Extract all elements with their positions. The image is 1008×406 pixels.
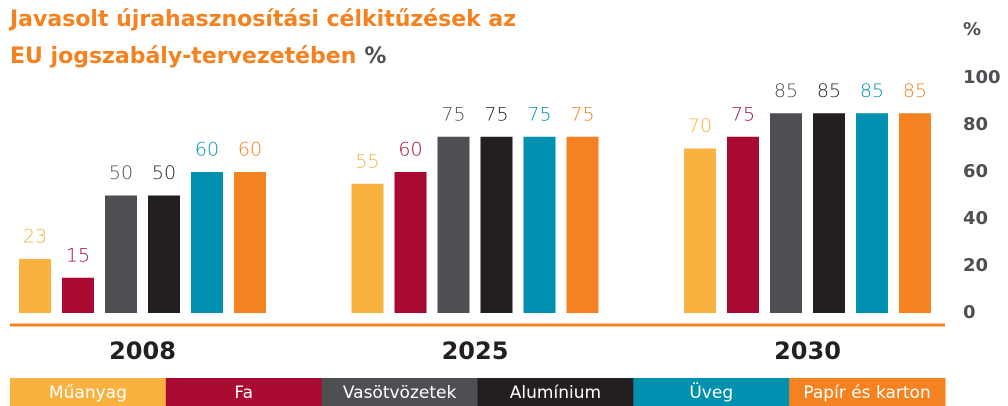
bar (62, 277, 94, 313)
bar (234, 172, 266, 313)
legend-label: Alumínium (510, 383, 601, 403)
value-label: 85 (903, 80, 927, 102)
legend-label: Papír és karton (803, 383, 930, 403)
legend-swatch (10, 378, 167, 406)
y-tick-label: 20 (963, 255, 988, 276)
bar (727, 136, 759, 313)
y-tick-label: 60 (963, 161, 988, 182)
y-tick-label: 80 (963, 114, 988, 135)
bar (148, 195, 180, 313)
value-label: 50 (152, 162, 176, 184)
legend-label: Műanyag (49, 383, 127, 403)
chart-title: EU jogszabály-tervezetében% (10, 44, 386, 69)
legend-swatch (789, 378, 946, 406)
x-tick-label: 2030 (774, 337, 841, 365)
bar (770, 113, 802, 313)
title-unit: % (364, 44, 386, 69)
legend-label: Fa (234, 383, 253, 403)
value-label: 75 (527, 103, 551, 125)
y-tick-label: 100 (963, 67, 1001, 88)
legend-label: Vasötvözetek (343, 383, 457, 403)
y-tick-label: 0 (963, 302, 976, 323)
x-tick-label: 2008 (109, 337, 176, 365)
value-label: 60 (238, 139, 262, 161)
y-axis-label: % (963, 19, 981, 40)
bar (191, 172, 223, 313)
bar (523, 136, 556, 313)
bar (813, 113, 845, 313)
value-label: 75 (570, 103, 594, 125)
chart-title: EU jogszabály-tervezetében (10, 44, 356, 69)
bar (19, 258, 51, 313)
x-tick-label: 2025 (442, 337, 509, 365)
bar (566, 136, 599, 313)
legend-swatch (477, 378, 634, 406)
value-label: 75 (731, 103, 755, 125)
value-label: 55 (355, 150, 379, 172)
value-label: 75 (484, 103, 508, 125)
bar (437, 136, 470, 313)
value-label: 15 (66, 244, 90, 266)
value-label: 50 (109, 162, 133, 184)
value-label: 60 (195, 139, 219, 161)
legend-swatch (633, 378, 790, 406)
bar (684, 148, 716, 313)
value-label: 85 (774, 80, 798, 102)
bar (899, 113, 931, 313)
legend-swatch (165, 378, 323, 406)
bar (480, 136, 513, 313)
chart-title: Javasolt újrahasznosítási célkitűzések a… (8, 7, 516, 32)
value-label: 85 (817, 80, 841, 102)
bar (856, 113, 888, 313)
y-tick-label: 40 (963, 208, 988, 229)
bar (394, 172, 427, 313)
bar (351, 183, 384, 313)
legend-label: Üveg (689, 381, 733, 403)
value-label: 70 (688, 115, 712, 137)
bar (105, 195, 137, 313)
value-label: 23 (23, 225, 47, 247)
value-label: 60 (398, 139, 422, 161)
legend-swatch (321, 378, 478, 406)
value-label: 75 (441, 103, 465, 125)
value-label: 85 (860, 80, 884, 102)
